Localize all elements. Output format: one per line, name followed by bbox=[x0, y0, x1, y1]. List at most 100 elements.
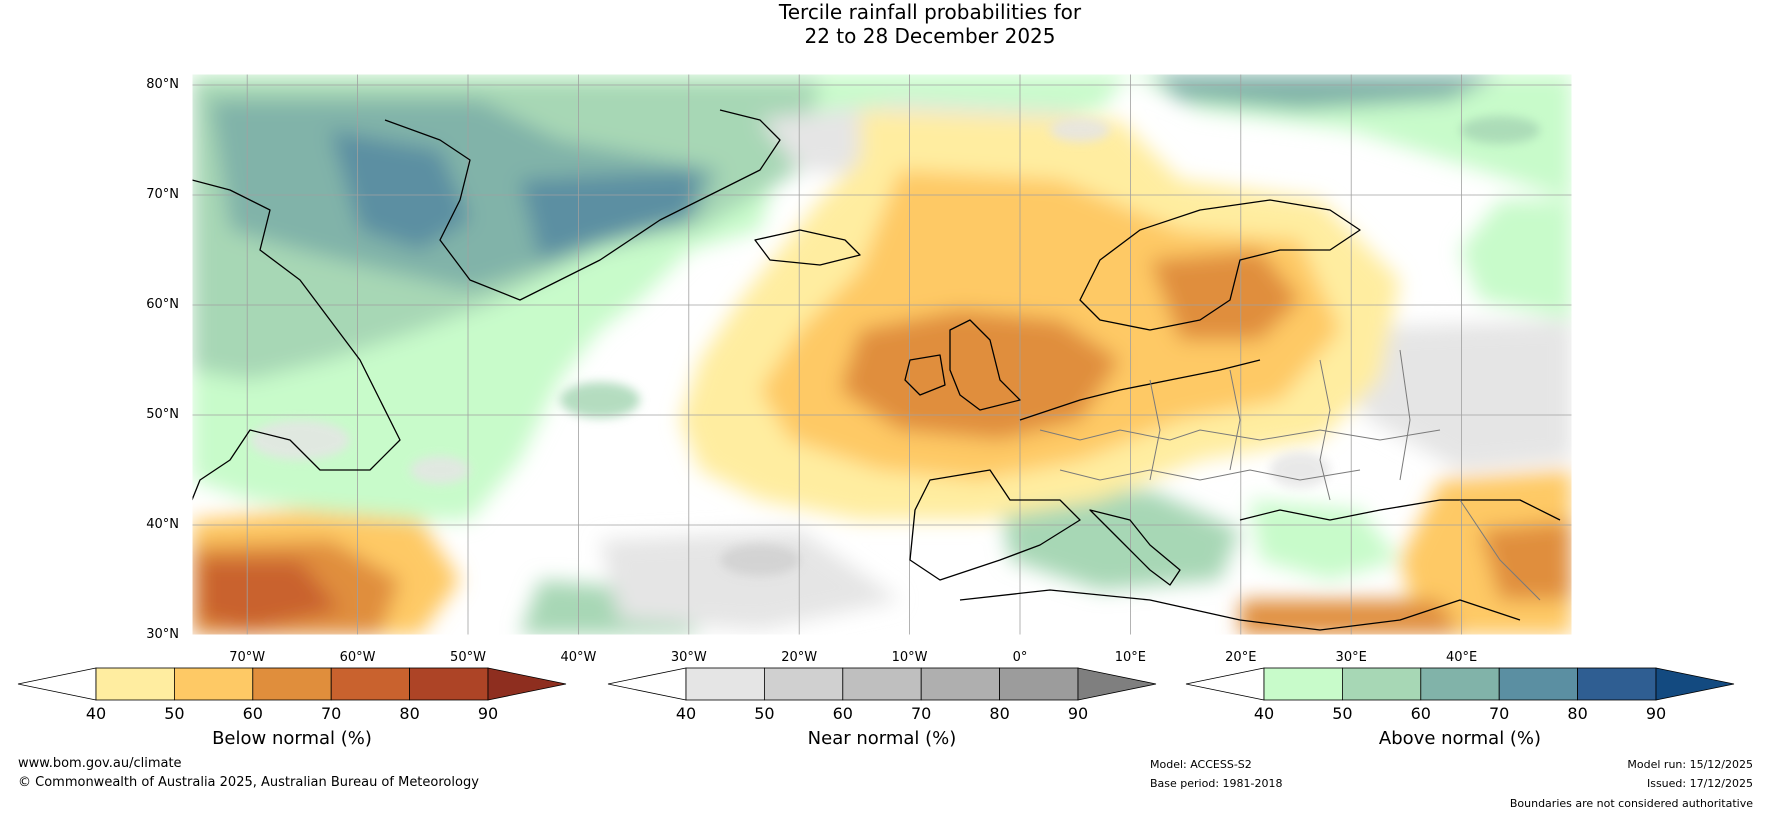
black-sea-south-coast bbox=[1239, 499, 1561, 521]
colorbar-segment bbox=[1420, 667, 1500, 701]
speckle-4 bbox=[720, 544, 800, 576]
title-line-2: 22 to 28 December 2025 bbox=[804, 24, 1056, 48]
base-period-text: Base period: 1981-2018 bbox=[1150, 777, 1283, 790]
colorbar-tick-label: 50 bbox=[754, 704, 775, 723]
website-text: www.bom.gov.au/climate bbox=[18, 756, 182, 771]
speckle-6 bbox=[1050, 118, 1110, 142]
near-normal-atlantic bbox=[600, 530, 900, 630]
colorbar-tick-label: 80 bbox=[989, 704, 1010, 723]
colorbar-tick-label: 80 bbox=[399, 704, 420, 723]
shading-speckle bbox=[250, 116, 1540, 576]
model-run-text: Model run: 15/12/2025 bbox=[1627, 758, 1753, 771]
below-normal-60-area-2 bbox=[1150, 250, 1300, 340]
copyright-text: © Commonwealth of Australia 2025, Austra… bbox=[18, 775, 479, 790]
colorbar-segment bbox=[1263, 667, 1343, 701]
latitude-label: 50°N bbox=[146, 407, 179, 422]
latitude-label: 60°N bbox=[146, 297, 179, 312]
latitude-label: 80°N bbox=[146, 77, 179, 92]
above-normal-70-area-2 bbox=[520, 170, 700, 260]
colorbar-upper-extension bbox=[487, 667, 567, 701]
colorbar-upper-extension bbox=[1655, 667, 1735, 701]
border-line-5 bbox=[1319, 359, 1331, 501]
latitude-label: 40°N bbox=[146, 517, 179, 532]
probability-map bbox=[191, 73, 1573, 636]
below-normal-60-area-1 bbox=[840, 310, 1120, 440]
speckle-3 bbox=[410, 456, 470, 484]
country-borders bbox=[1039, 349, 1541, 601]
below-normal-colorbar bbox=[17, 667, 567, 701]
below-normal-southeast-60 bbox=[1480, 520, 1572, 600]
colorbar-segment bbox=[763, 667, 844, 701]
colorbar-upper-extension bbox=[1077, 667, 1157, 701]
above-normal-70-area-1 bbox=[330, 130, 470, 250]
colorbar-segment bbox=[685, 667, 765, 701]
below-normal-colorbar-graphic bbox=[17, 667, 567, 701]
colorbar-tick-label: 40 bbox=[85, 704, 107, 723]
border-line-1 bbox=[1039, 429, 1441, 441]
colorbar-segment bbox=[999, 667, 1079, 701]
above-normal-colorbar-graphic bbox=[1185, 667, 1735, 701]
colorbar-segment bbox=[173, 667, 254, 701]
above-normal-arctic-core bbox=[1150, 74, 1500, 110]
disclaimer-text: Boundaries are not considered authoritat… bbox=[1509, 797, 1753, 810]
above-normal-aegean bbox=[1250, 500, 1400, 580]
colorbar-segment bbox=[842, 667, 922, 701]
model-text: Model: ACCESS-S2 bbox=[1150, 758, 1252, 771]
colorbar-tick-label: 70 bbox=[1489, 704, 1510, 723]
colorbar-title: Near normal (%) bbox=[807, 728, 957, 749]
colorbar-tick-label: 70 bbox=[321, 704, 342, 723]
border-line-4 bbox=[1229, 369, 1241, 471]
near-normal-colorbar bbox=[607, 667, 1157, 701]
latitude-label: 30°N bbox=[146, 627, 179, 642]
above-normal-east bbox=[1460, 200, 1572, 320]
colorbar-segment bbox=[1341, 667, 1422, 701]
longitude-label: 30°W bbox=[670, 650, 707, 665]
colorbar-segment bbox=[920, 667, 1001, 701]
iberia-coast bbox=[909, 469, 1081, 581]
colorbar-tick-label: 90 bbox=[1645, 704, 1667, 723]
near-normal-colorbar-graphic bbox=[607, 667, 1157, 701]
colorbar-tick-label: 60 bbox=[832, 704, 853, 723]
colorbar-tick-label: 60 bbox=[242, 704, 263, 723]
scandinavia-coast bbox=[1079, 199, 1361, 331]
title-line-1: Tercile rainfall probabilities for bbox=[778, 0, 1082, 24]
italy-coast bbox=[1089, 509, 1181, 586]
speckle-1 bbox=[560, 382, 640, 418]
colorbar-tick-label: 40 bbox=[675, 704, 697, 723]
longitude-label: 50°W bbox=[450, 650, 486, 665]
issued-text: Issued: 17/12/2025 bbox=[1646, 777, 1753, 790]
iceland-coast bbox=[754, 229, 861, 266]
coastlines bbox=[192, 109, 1561, 631]
longitude-label: 60°W bbox=[339, 650, 376, 665]
map-title: Tercile rainfall probabilities for 22 to… bbox=[0, 0, 1770, 48]
border-line-7 bbox=[1459, 499, 1541, 601]
colorbar-title: Above normal (%) bbox=[1378, 728, 1542, 749]
below-normal-north-africa bbox=[1240, 600, 1460, 635]
colorbar-lower-extension bbox=[607, 667, 687, 701]
greenland-coast bbox=[384, 109, 781, 301]
longitude-label: 40°W bbox=[560, 650, 597, 665]
colorbar-title: Below normal (%) bbox=[212, 728, 372, 749]
border-line-2 bbox=[1059, 469, 1361, 481]
colorbar-segment bbox=[1577, 667, 1657, 701]
map-frame bbox=[191, 73, 1573, 636]
colorbar-segment bbox=[330, 667, 411, 701]
colorbar-lower-extension bbox=[1185, 667, 1265, 701]
speckle-7 bbox=[1460, 116, 1540, 144]
speckle-5 bbox=[1270, 452, 1330, 488]
border-line-3 bbox=[1149, 379, 1161, 481]
colorbar-lower-extension bbox=[17, 667, 97, 701]
north-america-coast bbox=[192, 179, 401, 501]
longitude-label: 10°W bbox=[891, 650, 928, 665]
colorbar-tick-label: 80 bbox=[1567, 704, 1588, 723]
longitude-label: 70°W bbox=[229, 650, 266, 665]
above-normal-colorbar bbox=[1185, 667, 1735, 701]
colorbar-segment bbox=[409, 667, 489, 701]
below-normal-southwest-70 bbox=[200, 560, 340, 630]
colorbar-tick-label: 90 bbox=[477, 704, 499, 723]
latitude-label: 70°N bbox=[146, 187, 179, 202]
colorbar-tick-label: 40 bbox=[1253, 704, 1275, 723]
longitude-label: 0° bbox=[1012, 650, 1028, 665]
colorbar-segment bbox=[252, 667, 332, 701]
ireland-coast bbox=[904, 354, 946, 396]
